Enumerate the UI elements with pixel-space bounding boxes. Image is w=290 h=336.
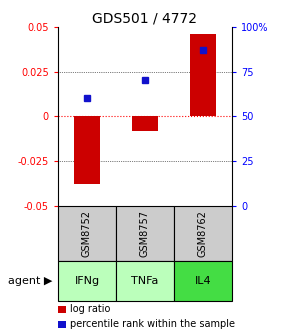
Bar: [58, 261, 116, 301]
Title: GDS501 / 4772: GDS501 / 4772: [93, 12, 197, 26]
Text: agent ▶: agent ▶: [8, 276, 53, 286]
Bar: [116, 206, 174, 261]
Bar: [174, 261, 232, 301]
Bar: [116, 261, 174, 301]
Bar: [132, 116, 158, 130]
Text: IFNg: IFNg: [75, 276, 99, 286]
Text: GSM8752: GSM8752: [82, 210, 92, 257]
Bar: [74, 116, 100, 184]
Bar: [58, 206, 116, 261]
Text: TNFa: TNFa: [131, 276, 159, 286]
Bar: [58, 321, 66, 328]
Text: percentile rank within the sample: percentile rank within the sample: [70, 319, 235, 329]
Text: IL4: IL4: [195, 276, 211, 286]
Bar: [190, 34, 216, 116]
Bar: [174, 206, 232, 261]
Text: GSM8762: GSM8762: [198, 210, 208, 257]
Text: log ratio: log ratio: [70, 304, 110, 314]
Bar: [58, 306, 66, 313]
Text: GSM8757: GSM8757: [140, 210, 150, 257]
